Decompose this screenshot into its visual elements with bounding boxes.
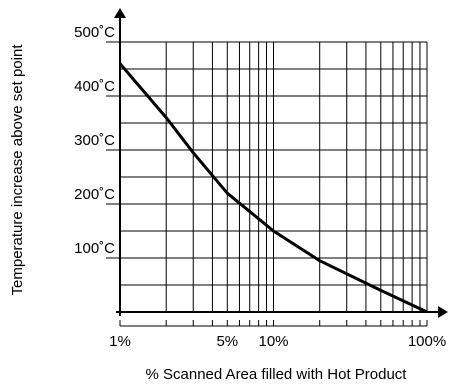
x-tick-label: 100%: [408, 333, 446, 350]
y-tick-label: 400˚C: [74, 78, 115, 95]
y-tick-label: 200˚C: [74, 186, 115, 203]
x-axis-title: % Scanned Area filled with Hot Product: [146, 366, 408, 383]
x-axis-arrow: [438, 306, 448, 318]
x-tick-label: 5%: [216, 333, 238, 350]
series-line: [118, 62, 428, 314]
x-tick-label: 1%: [109, 333, 131, 350]
y-tick-label: 500˚C: [74, 24, 115, 41]
y-axis-title: Temperature increase above set point: [9, 44, 26, 296]
y-tick-label: 300˚C: [74, 132, 115, 149]
y-axis-arrow: [114, 8, 126, 18]
x-tick-label: 10%: [258, 333, 288, 350]
y-tick-label: 100˚C: [74, 240, 115, 257]
